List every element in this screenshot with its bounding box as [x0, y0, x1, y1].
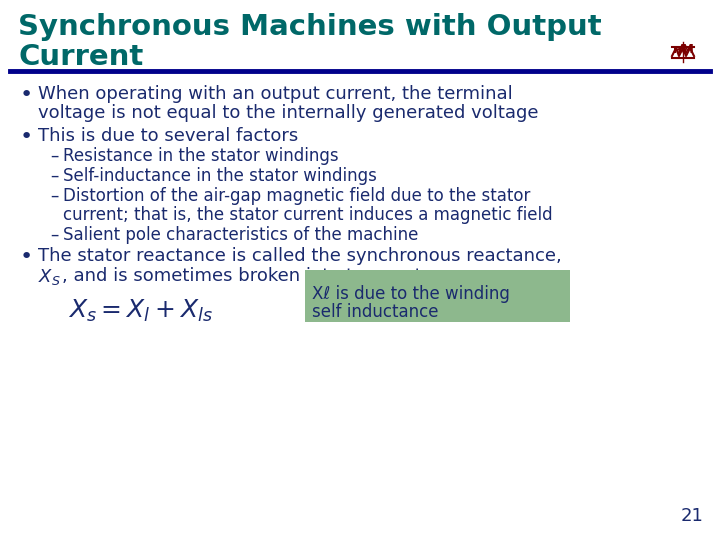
Text: Resistance in the stator windings: Resistance in the stator windings — [63, 147, 338, 165]
Text: Current: Current — [18, 43, 143, 71]
Text: Salient pole characteristics of the machine: Salient pole characteristics of the mach… — [63, 226, 418, 244]
Text: Distortion of the air-gap magnetic field due to the stator: Distortion of the air-gap magnetic field… — [63, 187, 531, 205]
Text: –: – — [50, 147, 58, 165]
Text: The stator reactance is called the synchronous reactance,: The stator reactance is called the synch… — [38, 247, 562, 265]
Text: –: – — [50, 226, 58, 244]
Text: •: • — [20, 247, 33, 267]
Bar — [305, 270, 570, 322]
Text: Synchronous Machines with Output: Synchronous Machines with Output — [18, 13, 602, 41]
Text: Xℓ is due to the winding: Xℓ is due to the winding — [312, 285, 510, 303]
Text: $X_S$: $X_S$ — [38, 267, 60, 287]
Text: A: A — [678, 43, 688, 56]
Text: self inductance: self inductance — [312, 303, 438, 321]
Text: Self-inductance in the stator windings: Self-inductance in the stator windings — [63, 167, 377, 185]
Text: –: – — [50, 187, 58, 205]
Text: When operating with an output current, the terminal: When operating with an output current, t… — [38, 85, 513, 103]
Text: voltage is not equal to the internally generated voltage: voltage is not equal to the internally g… — [38, 104, 539, 122]
Text: $X_s = X_l + X_{ls}$: $X_s = X_l + X_{ls}$ — [68, 298, 213, 324]
Text: 21: 21 — [680, 507, 703, 525]
Text: –: – — [50, 167, 58, 185]
Text: , and is sometimes broken into two parts: , and is sometimes broken into two parts — [62, 267, 431, 285]
Text: This is due to several factors: This is due to several factors — [38, 127, 298, 145]
Text: ʜM: ʜM — [672, 43, 693, 56]
Text: current; that is, the stator current induces a magnetic field: current; that is, the stator current ind… — [63, 206, 553, 224]
Text: •: • — [20, 85, 33, 105]
Text: •: • — [20, 127, 33, 147]
